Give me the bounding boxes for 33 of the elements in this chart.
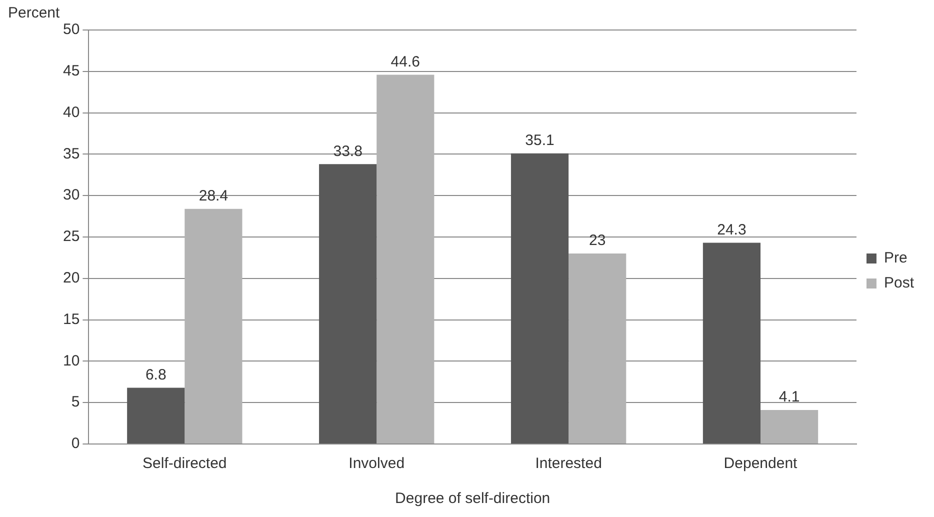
y-tick-label: 35 [62, 145, 80, 162]
bar [760, 410, 818, 444]
y-tick-label: 20 [62, 270, 80, 287]
bar [376, 74, 434, 444]
y-tick-label: 10 [62, 352, 80, 370]
y-tick-label: 25 [62, 228, 80, 246]
legend-label: Pre [884, 250, 908, 267]
bar [568, 254, 626, 444]
data-label: 24.3 [717, 221, 746, 238]
bar [702, 242, 761, 444]
y-tick-label: 30 [62, 186, 80, 204]
data-label: 44.6 [390, 53, 420, 70]
y-tick-label: 45 [62, 62, 80, 80]
y-tick-label: 15 [62, 310, 80, 328]
y-axis-title: Percent [8, 4, 61, 22]
data-label: 35.1 [525, 132, 554, 150]
bar [184, 208, 242, 444]
y-tick-label: 40 [62, 104, 80, 121]
data-label: 23 [589, 232, 606, 250]
legend-label: Post [884, 274, 915, 292]
x-tick-label: Involved [348, 455, 405, 472]
data-label: 6.8 [145, 366, 166, 384]
y-tick-label: 5 [71, 394, 80, 411]
bar [510, 153, 569, 444]
data-label: 4.1 [778, 388, 800, 406]
bar [127, 388, 185, 444]
x-tick-label: Interested [535, 455, 602, 472]
y-tick-label: 50 [62, 21, 80, 38]
x-tick-label: Dependent [724, 455, 798, 472]
y-tick-label: 0 [71, 435, 80, 452]
x-axis-title: Degree of self-direction [395, 490, 550, 508]
bar [319, 164, 377, 444]
x-tick-label: Self-directed [142, 455, 227, 472]
